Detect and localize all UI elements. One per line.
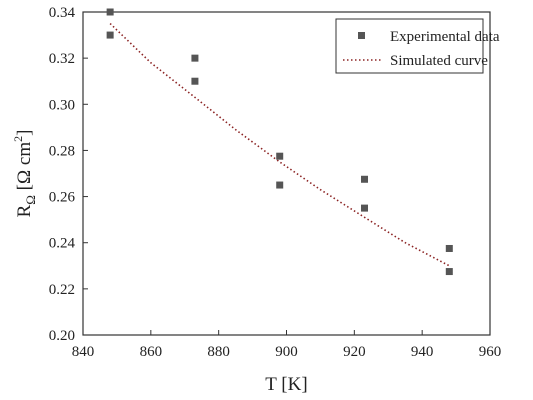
legend-marker-experimental: [358, 32, 365, 39]
x-tick-label: 860: [140, 344, 163, 360]
legend-label-simulated: Simulated curve: [390, 53, 488, 69]
x-axis-title: T [K]: [265, 374, 307, 395]
x-tick-label: 840: [72, 344, 95, 360]
y-axis: 0.20 0.22 0.24 0.26 0.28 0.30 0.32 0.34: [49, 5, 88, 344]
experimental-data-point: [445, 268, 453, 276]
y-axis-title-base: R: [14, 204, 35, 217]
y-tick-label: 0.32: [49, 51, 75, 67]
x-tick-label: 960: [479, 344, 502, 360]
legend-label-experimental: Experimental data: [390, 29, 500, 45]
experimental-data-point: [361, 175, 369, 183]
experimental-data-point: [361, 204, 369, 212]
x-tick-label: 920: [343, 344, 366, 360]
legend-box: [335, 18, 484, 74]
y-axis-title-unit: [Ω cm: [14, 142, 35, 195]
y-axis-title: RΩ [Ω cm2]: [11, 130, 38, 218]
y-axis-title-sub: Ω: [23, 195, 38, 205]
y-tick-label: 0.20: [49, 328, 75, 344]
experimental-data-point: [106, 31, 114, 39]
y-axis-title-sup: 2: [11, 136, 25, 142]
experimental-data-point: [191, 54, 199, 62]
experimental-data-point: [191, 77, 199, 85]
x-axis: 840 860 880 900 920 940 960: [72, 330, 502, 360]
experimental-data-point: [445, 244, 453, 252]
y-tick-label: 0.22: [49, 282, 75, 298]
legend: Experimental data Simulated curve: [335, 18, 500, 74]
x-tick-label: 940: [411, 344, 434, 360]
y-tick-label: 0.24: [49, 236, 76, 252]
y-tick-label: 0.26: [49, 190, 76, 206]
y-tick-label: 0.30: [49, 97, 75, 113]
y-tick-label: 0.34: [49, 5, 76, 21]
simulated-curve-line: [109, 22, 450, 267]
experimental-data-point: [276, 181, 284, 189]
y-axis-title-close: ]: [14, 130, 35, 136]
x-tick-label: 880: [207, 344, 230, 360]
y-tick-label: 0.28: [49, 143, 75, 159]
experimental-data-point: [276, 152, 284, 160]
x-tick-label: 900: [275, 344, 298, 360]
plot-area: [106, 8, 453, 276]
experimental-data-point: [106, 8, 114, 16]
